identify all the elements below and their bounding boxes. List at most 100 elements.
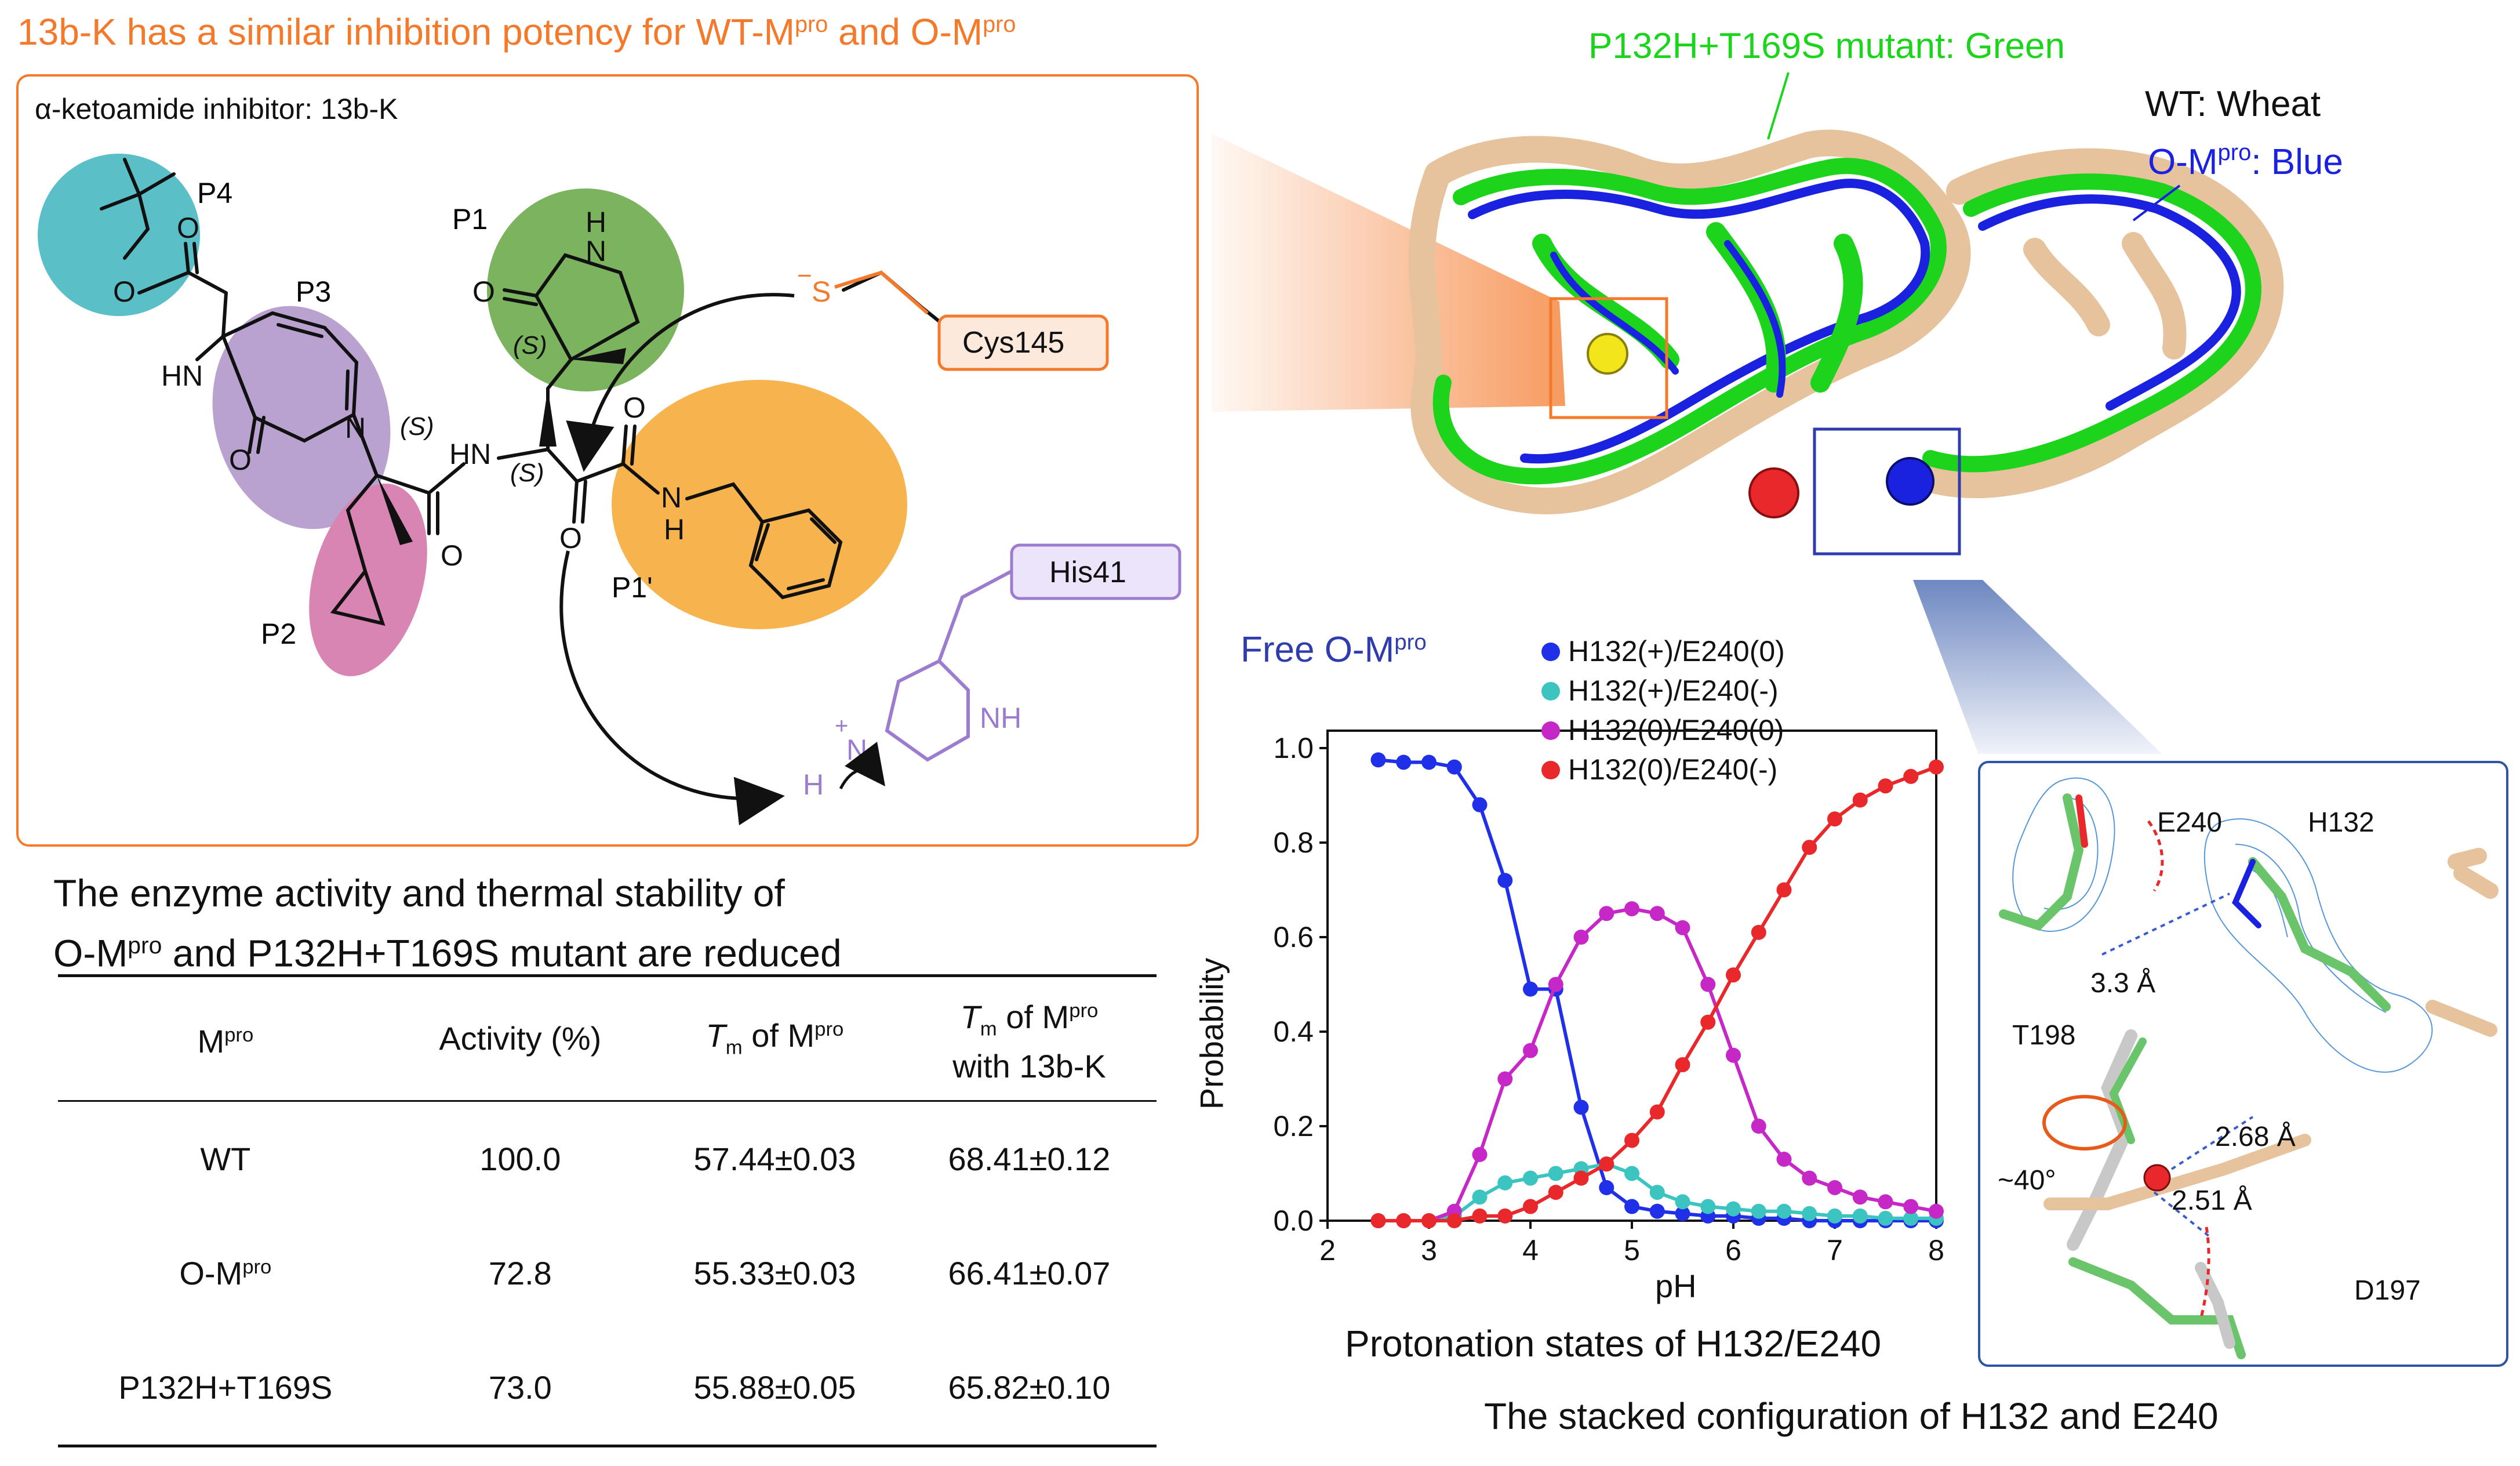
data-point: [1726, 967, 1741, 983]
data-point: [1396, 754, 1412, 770]
wedge-1: [377, 476, 413, 545]
legend-marker: [1541, 682, 1560, 701]
stereo-s1: (S): [400, 412, 434, 441]
data-point: [1827, 1180, 1842, 1195]
data-point: [1878, 1194, 1893, 1210]
data-point: [1548, 977, 1563, 992]
data-point: [1446, 1213, 1462, 1228]
data-point: [1802, 840, 1817, 855]
data-point: [1396, 1213, 1412, 1228]
label-p1prime: P1': [612, 571, 653, 604]
label-dist-3-3: 3.3 Å: [2090, 968, 2155, 999]
cys145-box: [937, 314, 1109, 371]
chart-axes: 2 3 4 5 6 7 8 0.0 0.2 0.4 0.6 0.8 1.0: [1273, 730, 1944, 1267]
label-h132: H132: [2308, 807, 2374, 838]
density-image: E240 H132 3.3 Å T198 2.68 Å ~40° 2.51 Å …: [1998, 777, 2499, 1359]
atom-hn-mid: HN: [449, 438, 491, 470]
table-header-row: Mpro Activity (%) Tm of Mpro Tm of Mpro w…: [58, 974, 1157, 1102]
atom-n-lactam: N: [586, 235, 606, 267]
wedge-2: [539, 389, 557, 447]
zoom-fan-blue: [1913, 580, 2162, 754]
data-point: [1802, 1206, 1817, 1221]
mutant-leader: [1767, 72, 1790, 140]
cell-name: O-Mpro: [179, 1255, 272, 1291]
y-tick-label: 0.6: [1273, 921, 1314, 953]
y-tick-label: 0.2: [1273, 1110, 1314, 1142]
data-point: [1421, 754, 1437, 770]
data-point: [1548, 1185, 1563, 1200]
data-point: [1929, 1203, 1944, 1219]
atom-o5: O: [472, 275, 495, 308]
col-header-activity: Activity (%): [392, 974, 648, 1102]
data-point: [1472, 1146, 1488, 1162]
label-p4: P4: [197, 177, 232, 209]
top-title-sup1: pro: [794, 12, 828, 38]
label-dist-2-51: 2.51 Å: [2172, 1185, 2252, 1216]
table-row: P132H+T169S 73.0 55.88±0.05 65.82±0.10: [58, 1330, 1157, 1447]
data-point: [1929, 759, 1944, 775]
series-line-3: [1378, 765, 1937, 1222]
data-point: [1700, 1014, 1716, 1030]
data-point: [1599, 906, 1614, 921]
hbond-dashes: [2101, 892, 2254, 1240]
blue-highlight-box: [1813, 427, 1961, 556]
data-point: [1802, 1170, 1817, 1186]
col-header-mpro: Mpro: [58, 974, 393, 1102]
top-title: 13b-K has a similar inhibition potency f…: [17, 10, 1016, 53]
data-point: [1523, 1043, 1538, 1058]
data-point: [1523, 1170, 1538, 1186]
his41-label: His41: [1049, 556, 1126, 589]
chart-title: Free O-Mpro: [1241, 629, 1427, 670]
p3-pocket: [212, 306, 391, 529]
legend-marker: [1541, 643, 1560, 661]
cell-activity: 100.0: [479, 1141, 561, 1177]
cell-tm: 55.33±0.03: [693, 1255, 856, 1291]
density-caption: The stacked configuration of H132 and E2…: [1484, 1395, 2219, 1437]
wedge-3: [571, 348, 626, 364]
data-point: [1878, 1210, 1893, 1226]
data-point: [1903, 1199, 1919, 1214]
cell-activity: 73.0: [392, 1330, 648, 1447]
atom-h-lactam: H: [586, 206, 606, 238]
table-title: The enzyme activity and thermal stabilit…: [53, 867, 842, 979]
data-point: [1573, 930, 1589, 945]
activity-table: Mpro Activity (%) Tm of Mpro Tm of Mpro w…: [58, 974, 1157, 1447]
data-point: [1624, 1133, 1639, 1148]
atom-o6: O: [559, 522, 582, 554]
p1prime-pocket: [612, 380, 907, 629]
data-point: [1472, 1189, 1488, 1205]
cys-chain: [834, 270, 929, 315]
series-line-0: [1378, 758, 1936, 1222]
table-title-line1: The enzyme activity and thermal stabilit…: [53, 872, 785, 915]
data-point: [1675, 920, 1690, 935]
orange-highlight-box: [1549, 297, 1668, 419]
atom-o4: O: [441, 539, 463, 572]
data-point: [1700, 977, 1716, 992]
data-point: [1776, 1203, 1792, 1219]
x-tick-label: 6: [1725, 1234, 1741, 1267]
data-point: [1675, 1057, 1690, 1073]
data-point: [1675, 1206, 1690, 1221]
data-point: [1852, 1189, 1868, 1205]
atom-o7: O: [623, 391, 646, 424]
yellow-sphere: [1587, 333, 1628, 375]
data-point: [1852, 1208, 1868, 1224]
y-tick-label: 0.8: [1273, 826, 1314, 859]
cell-name: WT: [200, 1141, 251, 1177]
label-p1: P1: [452, 203, 488, 235]
blue-sphere: [1886, 457, 1934, 506]
rotation-arrow: [2042, 1095, 2127, 1151]
data-point: [1903, 1210, 1919, 1226]
atom-o1: O: [113, 275, 136, 308]
label-d197: D197: [2354, 1275, 2421, 1306]
table-title-line2-pre: O-M: [53, 931, 128, 975]
label-t198: T198: [2012, 1020, 2075, 1051]
data-point: [1370, 752, 1386, 768]
data-point: [1649, 906, 1665, 921]
legend-label: H132(+)/E240(-): [1568, 674, 1779, 707]
stereo-s2: (S): [510, 459, 544, 487]
cell-activity: 72.8: [488, 1255, 552, 1291]
series-line-2: [1378, 907, 1937, 1222]
chart-series: [1370, 752, 1944, 1228]
label-p3: P3: [296, 275, 331, 308]
